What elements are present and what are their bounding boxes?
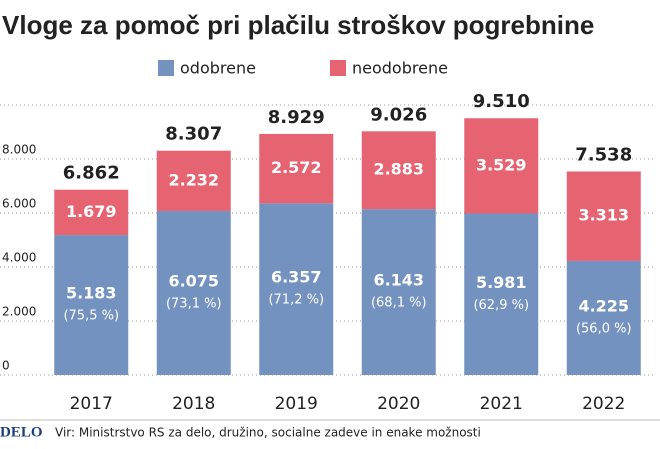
y-tick-label: 2.000 — [2, 305, 36, 319]
x-tick-label: 2020 — [377, 394, 420, 414]
value-label: 3.313 — [578, 206, 629, 225]
value-label: 3.529 — [476, 155, 527, 174]
bar-segment — [156, 210, 231, 375]
y-tick-label: 4.000 — [2, 251, 36, 265]
legend-label: neodobrene — [352, 59, 448, 78]
share-label: (68,1 %) — [371, 296, 427, 311]
legend-swatch — [330, 60, 346, 76]
share-label: (75,5 %) — [63, 309, 119, 324]
x-tick-label: 2018 — [172, 394, 215, 414]
value-label: 6.357 — [271, 268, 322, 287]
total-label: 8.307 — [165, 124, 222, 145]
bar-segment — [464, 118, 539, 214]
value-label: 1.679 — [66, 202, 117, 221]
legend: odobrene neodobrene — [158, 59, 448, 78]
source: Vir: Ministrstvo RS za delo, družino, so… — [55, 426, 481, 440]
bar-segment — [54, 235, 129, 375]
x-tick-label: 2022 — [582, 394, 625, 414]
value-label: 2.232 — [168, 170, 219, 189]
bar-segment — [54, 189, 129, 236]
bar-segment — [259, 203, 334, 375]
value-label: 6.143 — [373, 271, 424, 290]
value-label: 5.981 — [476, 273, 527, 292]
chart-title: Vloge za pomoč pri plačilu stroškov pogr… — [2, 10, 594, 40]
value-label: 2.572 — [271, 158, 322, 177]
y-tick-label: 8.000 — [2, 143, 36, 157]
share-label: (62,9 %) — [473, 298, 529, 313]
legend-label: odobrene — [180, 59, 256, 78]
total-label: 6.862 — [63, 163, 120, 184]
bar-segment — [361, 209, 436, 375]
x-tick-label: 2021 — [480, 394, 523, 414]
share-label: (73,1 %) — [166, 296, 222, 311]
total-label: 7.538 — [575, 144, 632, 165]
x-tick-label: 2019 — [275, 394, 318, 414]
y-tick-label: 6.000 — [2, 197, 36, 211]
legend-swatch — [158, 60, 174, 76]
bar-segment — [566, 260, 641, 375]
bar-segment — [259, 133, 334, 204]
bar-segment — [464, 213, 539, 375]
y-tick-label: 0 — [2, 359, 10, 373]
share-label: (56,0 %) — [576, 321, 632, 336]
bar-segment — [361, 131, 436, 210]
value-label: 2.883 — [373, 160, 424, 179]
value-label: 5.183 — [66, 284, 117, 303]
share-label: (71,2 %) — [268, 293, 324, 308]
total-label: 9.026 — [370, 104, 427, 125]
total-label: 8.929 — [268, 107, 325, 128]
logo: DELO — [0, 424, 43, 440]
bar-segment — [156, 150, 231, 211]
bar-segment — [566, 171, 641, 261]
total-label: 9.510 — [473, 91, 530, 112]
value-label: 4.225 — [578, 296, 629, 315]
x-tick-label: 2017 — [70, 394, 113, 414]
value-label: 6.075 — [168, 271, 219, 290]
